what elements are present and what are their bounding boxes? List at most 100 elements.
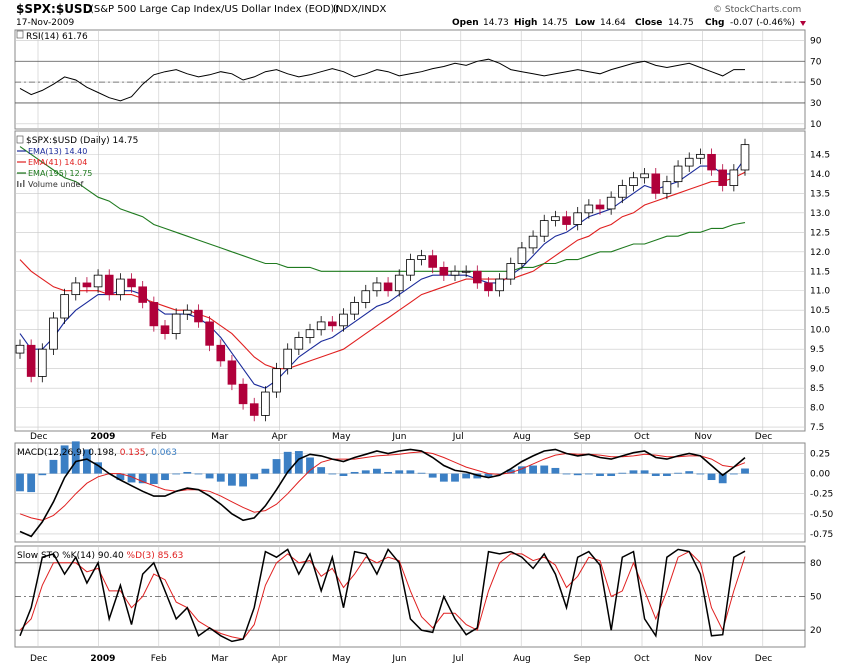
candle-body [350,302,359,315]
macd-histogram-bar [71,441,80,474]
sto-x-tick-label: Dec [30,654,47,664]
candle-body [49,317,58,350]
macd-line [19,448,746,538]
watermark: © StockCharts.com [713,5,801,15]
close-label: Close [635,18,662,28]
sto-x-tick-label: Jul [452,654,464,664]
candle-body [116,278,125,296]
sto-x-tick-label: Aug [513,654,531,664]
chart-symbol: $SPX:$USD [16,2,93,16]
candle-body [707,153,716,171]
axis-layer: Dec Dec 2009 2009 Feb Feb Mar Mar Apr Apr May May Ju… [30,36,834,664]
macd-histogram-bar [640,470,649,474]
price-x-tick-label: May [332,432,351,442]
macd-histogram-bar [172,473,181,475]
price-y-tick-label: 14.5 [810,150,830,160]
candle-body [316,321,326,331]
price-y-tick-label: 8.5 [810,384,824,394]
macd-histogram-bar [462,473,471,479]
macd-histogram-bar [707,473,716,481]
macd-histogram-bar [27,473,36,493]
macd-histogram-bar [116,473,125,481]
ema-line-1 [19,171,746,370]
candle-body [606,196,616,210]
candle-body [205,321,214,346]
macd-histogram-bar [183,471,192,474]
candle-body [60,294,69,319]
macd-histogram-bar [239,473,247,487]
price-layer [15,138,750,422]
high-label: High [514,18,537,28]
candle-body [495,278,504,292]
candle-body [428,255,437,268]
candle-body [160,325,170,334]
candle-body [71,282,81,296]
close-value: 14.75 [668,18,694,28]
candle-body [673,165,683,183]
rsi-y-tick-label: 10 [810,120,822,130]
macd-histogram-bar [562,473,571,475]
grid-layer [15,30,805,647]
sto-x-tick-label: Sep [574,654,591,664]
candle-body [328,321,337,327]
open-label: Open [452,18,479,28]
sto-x-tick-label: Mar [211,654,228,664]
price-x-tick-label: Apr [272,432,288,442]
macd-histogram-bar [250,473,259,480]
candle-body [249,403,259,416]
price-x-tick-label: Feb [151,432,167,442]
macd-histogram-bar [261,468,270,474]
ema-line-0 [19,157,746,389]
sto-x-tick-label: Oct [634,654,650,664]
macd-histogram-bar [685,471,694,474]
candle-body [149,302,159,327]
candle-body [506,263,516,280]
rsi-layer [15,58,805,104]
chart-date: 17-Nov-2009 [16,18,74,28]
candle-body [718,169,727,186]
legend-ema195: EMA(195) 12.75 [28,169,92,178]
macd-histogram-bar [506,469,515,474]
sto-k-line [19,547,746,643]
macd-y-tick-label: -0.25 [810,490,833,500]
chg-down-arrow-icon [800,21,806,26]
low-label: Low [575,18,595,28]
candle-body [573,212,582,225]
chart-exchange: INDX/INDX [333,4,386,15]
macd-histogram-bar [618,472,627,474]
sto-x-tick-label: Feb [151,654,167,664]
candle-body [261,391,270,416]
price-y-tick-label: 11.0 [810,287,830,297]
macd-histogram-bar [205,473,214,479]
candle-body [183,309,192,315]
macd-histogram-bar [651,473,660,476]
macd-histogram-bar [317,467,326,474]
sto-y-tick-label: 20 [810,626,822,636]
macd-histogram-bar [60,445,69,474]
candle-body [539,220,549,237]
candle-body [640,173,649,179]
price-y-tick-label: 13.5 [810,189,830,199]
price-y-tick-label: 9.0 [810,365,825,375]
chg-value: -0.07 (-0.46%) [730,18,795,28]
macd-panel [14,442,806,543]
candle-body [406,259,415,276]
candle-body [551,216,560,222]
quote-row: Open 14.73 High 14.75 Low 14.64 Close 14… [452,18,806,28]
macd-histogram-bar [551,467,560,474]
candle-body [26,344,36,377]
price-y-tick-label: 13.0 [810,209,830,219]
price-x-tick-label: Nov [694,432,712,442]
price-y-tick-label: 12.5 [810,228,830,238]
candle-body [216,344,226,362]
macd-title: MACD(12,26,9) 0.198, 0.135, 0.063 [17,448,177,458]
macd-histogram-bar [38,473,47,476]
macd-histogram-bar [294,451,303,474]
candle-body [629,177,638,186]
macd-histogram-bar [194,473,203,475]
macd-histogram-bar [596,473,604,476]
sto-d-label: %D(3) 85.63 [127,551,184,561]
candle-body [684,157,694,167]
macd-histogram-bar [518,466,526,474]
macd-histogram-bar [216,473,225,482]
